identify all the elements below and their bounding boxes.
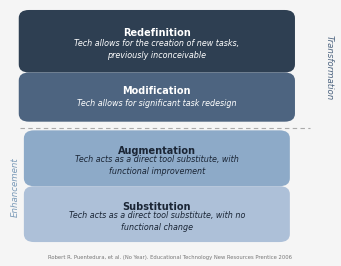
Text: Augmentation: Augmentation	[118, 147, 196, 156]
Text: Tech allows for significant task redesign: Tech allows for significant task redesig…	[77, 99, 237, 107]
Text: Tech allows for the creation of new tasks,
previously inconceivable: Tech allows for the creation of new task…	[74, 39, 239, 60]
Text: Substitution: Substitution	[123, 202, 191, 212]
Text: Transformation: Transformation	[325, 35, 333, 101]
Text: Redefinition: Redefinition	[123, 28, 191, 38]
FancyBboxPatch shape	[24, 186, 290, 242]
FancyBboxPatch shape	[24, 130, 290, 186]
Text: Modification: Modification	[123, 86, 191, 97]
Text: Tech acts as a direct tool substitute, with no
functional change: Tech acts as a direct tool substitute, w…	[69, 211, 245, 231]
Text: Enhancement: Enhancement	[11, 158, 20, 217]
FancyBboxPatch shape	[19, 10, 295, 73]
FancyBboxPatch shape	[19, 72, 295, 122]
Text: Robert R. Puentedura, et al. (No Year). Educational Technology New Resources Pre: Robert R. Puentedura, et al. (No Year). …	[48, 255, 293, 260]
Text: Tech acts as a direct tool substitute, with
functional improvement: Tech acts as a direct tool substitute, w…	[75, 155, 239, 176]
